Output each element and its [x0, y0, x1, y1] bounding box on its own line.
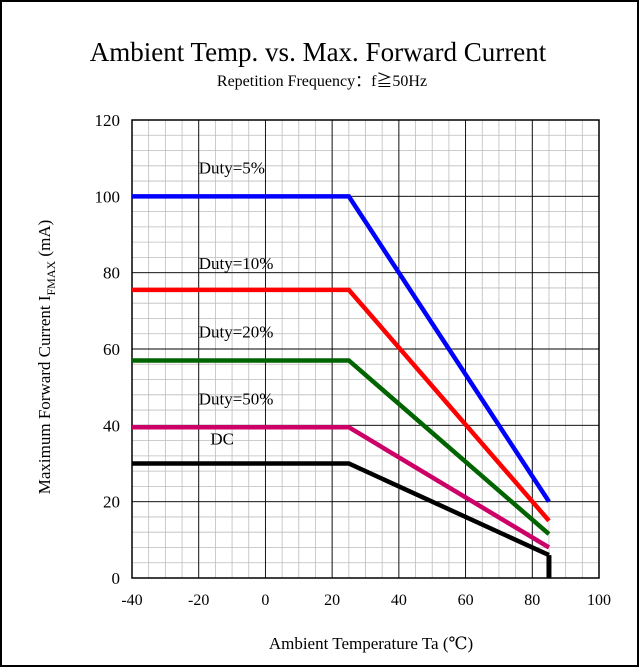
y-tick-label: 120	[95, 111, 121, 130]
series-label-1: Duty=5%	[199, 158, 265, 177]
y-tick-label: 60	[103, 340, 120, 359]
series-label-5: DC	[210, 429, 234, 448]
x-tick-labels: -40 -20 0 20 40 60 80 100	[121, 592, 611, 609]
series-line-4	[132, 424, 551, 550]
y-axis-label-prefix: Maximum Forward Current I	[35, 295, 54, 494]
x-tick-label: 100	[587, 592, 611, 609]
x-tick-label: 40	[391, 592, 407, 609]
y-tick-label: 0	[112, 569, 121, 588]
y-tick-label: 20	[103, 493, 120, 512]
x-tick-label: 60	[458, 592, 474, 609]
series-line-5	[132, 461, 550, 558]
y-tick-label: 80	[103, 264, 120, 283]
x-axis-label: Ambient Temperature Ta (℃)	[269, 634, 473, 653]
series-label-2: Duty=10%	[199, 254, 274, 273]
series-line-3	[132, 358, 551, 536]
x-tick-label: 20	[324, 592, 340, 609]
y-axis-label-subscript: FMAX	[44, 260, 58, 295]
series-label-4: Duty=50%	[199, 389, 274, 408]
y-axis-label-suffix: (mA)	[35, 220, 54, 261]
series-layer	[132, 194, 552, 578]
y-tick-label: 100	[95, 187, 121, 206]
plot-area	[131, 119, 600, 579]
y-tick-labels: 0 20 40 60 80 100 120	[95, 111, 121, 588]
series-label-3: Duty=20%	[199, 323, 274, 342]
x-tick-label: 0	[261, 592, 269, 609]
x-tick-label: 80	[524, 592, 540, 609]
x-tick-label: -40	[121, 592, 142, 609]
y-tick-label: 40	[103, 416, 120, 435]
y-axis-label: Maximum Forward Current IFMAX (mA)	[35, 220, 58, 495]
chart-subtitle: Repetition Frequency：f≧50Hz	[217, 72, 427, 90]
annotation-layer: Duty=5% Duty=10% Duty=20% Duty=50% DC	[199, 158, 274, 448]
series-line-2	[132, 287, 551, 523]
series-line-1	[132, 194, 551, 503]
chart-title: Ambient Temp. vs. Max. Forward Current	[90, 37, 547, 67]
x-tick-label: -20	[188, 592, 209, 609]
